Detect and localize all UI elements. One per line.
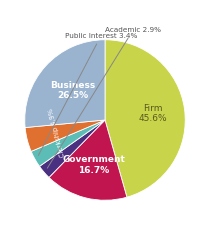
- Wedge shape: [25, 120, 105, 151]
- Wedge shape: [39, 120, 105, 177]
- Text: Public Interest 3.4%: Public Interest 3.4%: [38, 33, 137, 156]
- Wedge shape: [105, 40, 185, 197]
- Text: Clerkship 4.9%: Clerkship 4.9%: [48, 107, 66, 157]
- Wedge shape: [25, 40, 105, 127]
- Text: Academic 2.9%: Academic 2.9%: [47, 27, 161, 168]
- Text: Government
16.7%: Government 16.7%: [62, 156, 125, 175]
- Wedge shape: [31, 120, 105, 166]
- Text: Firm
45.6%: Firm 45.6%: [138, 104, 167, 123]
- Wedge shape: [49, 120, 127, 200]
- Text: Business
26.5%: Business 26.5%: [50, 81, 95, 100]
